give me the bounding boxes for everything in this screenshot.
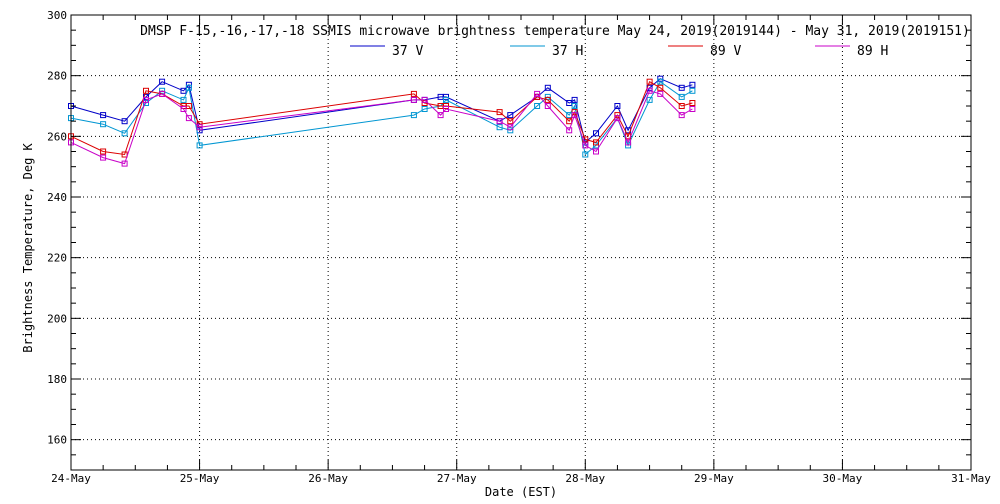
data-point-89h <box>185 115 192 122</box>
data-point-89v <box>593 139 599 146</box>
x-tick-label: 26-May <box>308 472 348 485</box>
x-tick-label: 30-May <box>823 472 863 485</box>
data-point-89h <box>657 90 664 97</box>
data-point-37h <box>678 93 685 100</box>
data-point-37v <box>689 81 696 88</box>
series-layer <box>68 75 696 167</box>
data-point-89h <box>443 106 449 112</box>
data-point-37v <box>507 112 514 119</box>
data-point-89h <box>159 90 166 97</box>
data-point-37v <box>121 118 128 125</box>
series-line-89h <box>70 90 693 165</box>
data-point-37h <box>100 121 107 128</box>
data-point-89h <box>689 106 696 112</box>
data-point-37v <box>614 103 621 109</box>
series-line-37h <box>70 80 693 156</box>
data-point-37h <box>421 106 428 112</box>
data-point-89v <box>566 118 573 125</box>
series-line-37v <box>70 78 693 144</box>
chart-title: DMSP F-15,-16,-17,-18 SSMIS microwave br… <box>140 24 970 39</box>
data-point-37v <box>544 84 551 91</box>
legend: 37 V 37 H 89 V 89 H <box>350 44 888 59</box>
data-point-89v <box>496 109 503 116</box>
data-point-37v <box>100 112 107 119</box>
y-tick-label: 300 <box>47 9 67 22</box>
y-tick-label: 240 <box>47 191 67 204</box>
data-point-37v <box>159 78 166 85</box>
data-point-89v <box>410 90 417 97</box>
data-point-89v <box>544 96 551 103</box>
data-point-89h <box>410 96 417 103</box>
legend-label-37v: 37 V <box>392 44 423 59</box>
y-tick-label: 280 <box>47 70 67 83</box>
data-point-89h <box>100 154 107 161</box>
data-point-37h <box>571 103 578 109</box>
y-axis-title: Brightness Temperature, Deg K <box>21 142 35 352</box>
data-point-37h <box>443 96 449 103</box>
data-point-89v <box>657 84 664 91</box>
data-point-89v <box>678 103 685 109</box>
legend-label-89h: 89 H <box>857 44 888 59</box>
data-point-37h <box>496 124 503 131</box>
data-point-89h <box>121 160 128 167</box>
data-point-89h <box>566 127 573 134</box>
legend-label-89v: 89 V <box>710 44 741 59</box>
x-tick-label: 27-May <box>437 472 477 485</box>
y-tick-label: 200 <box>47 312 67 325</box>
data-point-37h <box>507 127 514 134</box>
data-point-37h <box>121 130 128 137</box>
y-tick-label: 220 <box>47 252 67 265</box>
data-point-37v <box>678 84 685 91</box>
data-point-89v <box>689 100 696 106</box>
data-point-89h <box>571 112 578 119</box>
data-point-37h <box>689 87 696 94</box>
data-point-89h <box>534 90 541 97</box>
data-point-89h <box>582 142 589 149</box>
data-point-89v <box>646 78 653 85</box>
axes: 160 180 200 220 240 260 280 300 24-May 25-May 26-M… <box>47 9 991 485</box>
data-point-89h <box>593 148 599 155</box>
plot-frame <box>70 14 972 471</box>
data-point-89v <box>100 148 107 155</box>
x-tick-label: 25-May <box>180 472 220 485</box>
y-tick-label: 260 <box>47 130 67 143</box>
data-point-89v <box>143 87 149 94</box>
data-point-37v <box>593 130 599 137</box>
data-point-89h <box>180 106 187 112</box>
data-point-37h <box>196 142 203 149</box>
data-point-89h <box>143 96 149 103</box>
data-point-89v <box>507 118 514 125</box>
data-point-37h <box>410 112 417 119</box>
x-tick-label: 31-May <box>951 472 991 485</box>
grid-lines <box>71 15 971 470</box>
data-point-37h <box>159 87 166 94</box>
data-point-89h <box>614 115 621 122</box>
data-point-89h <box>625 139 632 146</box>
data-point-37h <box>657 78 664 85</box>
data-point-89h <box>678 112 685 119</box>
data-point-37h <box>534 103 541 109</box>
data-point-89h <box>646 87 653 94</box>
x-tick-label: 24-May <box>51 472 91 485</box>
data-point-89h <box>544 103 551 109</box>
data-point-89h <box>196 124 203 131</box>
y-tick-label: 160 <box>47 434 67 447</box>
data-point-89h <box>437 112 444 119</box>
data-point-89h <box>507 124 514 131</box>
data-point-89h <box>421 96 428 103</box>
data-point-37h <box>180 96 187 103</box>
legend-label-37h: 37 H <box>552 44 583 59</box>
data-point-89v <box>121 151 128 158</box>
data-point-89h <box>496 118 503 125</box>
y-tick-label: 180 <box>47 373 67 386</box>
x-tick-label: 28-May <box>565 472 605 485</box>
data-point-37h <box>646 96 653 103</box>
x-tick-label: 29-May <box>694 472 734 485</box>
x-axis-title: Date (EST) <box>485 485 557 499</box>
data-point-37v <box>571 96 578 103</box>
data-point-37h <box>185 84 192 91</box>
data-point-37h <box>582 151 589 158</box>
